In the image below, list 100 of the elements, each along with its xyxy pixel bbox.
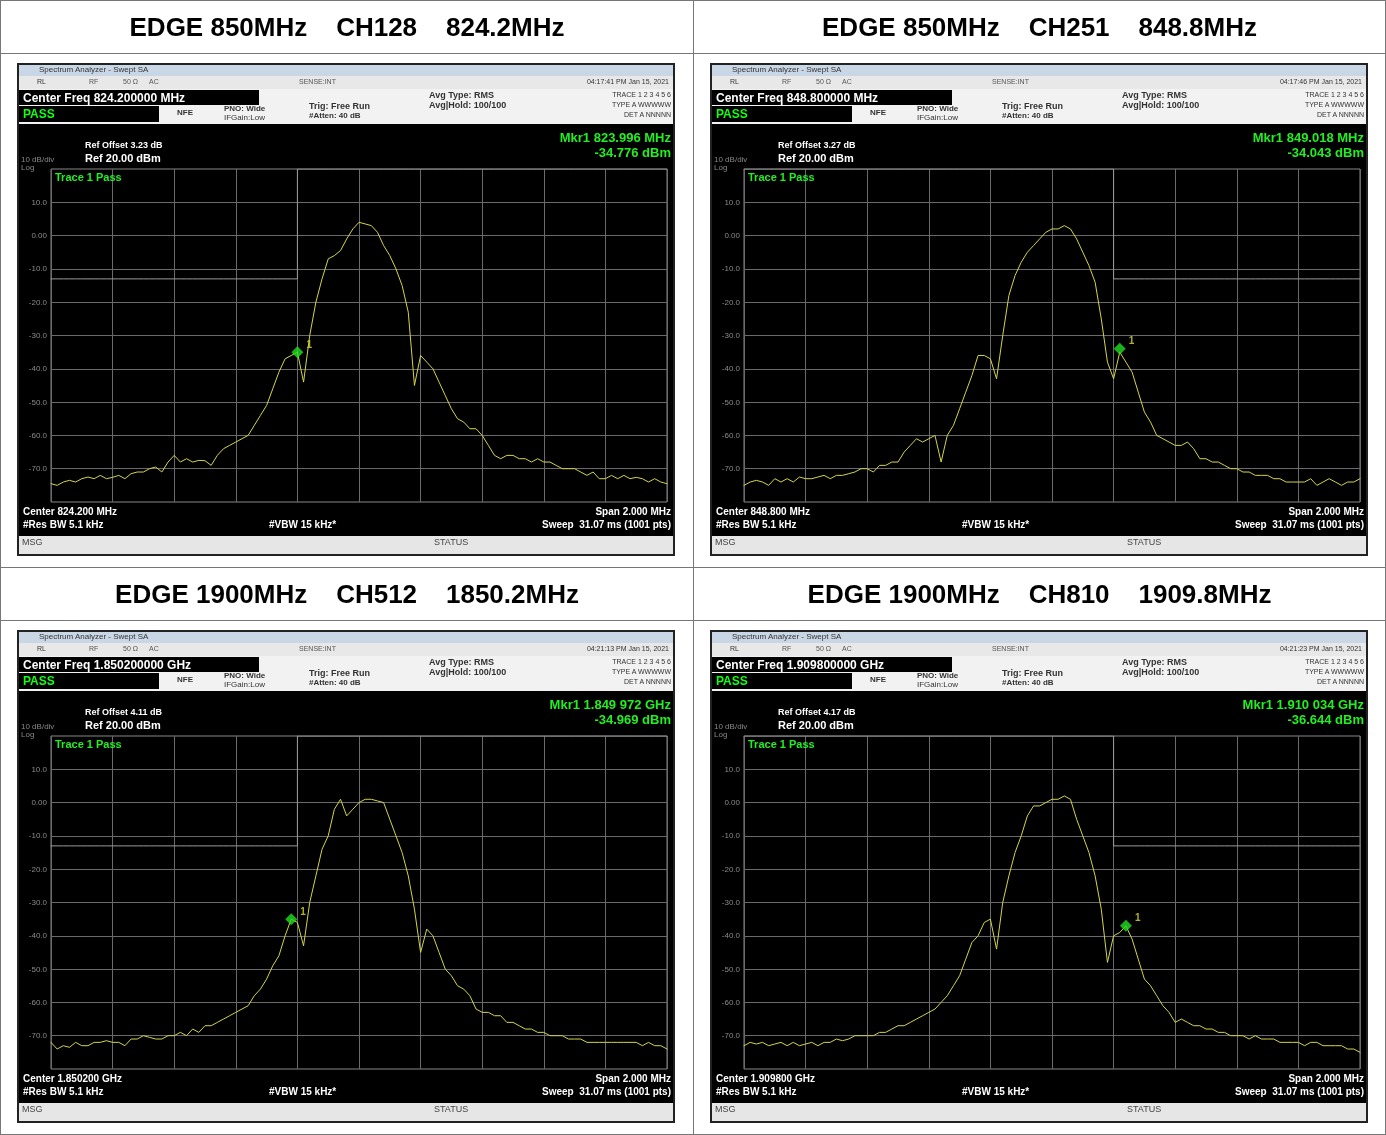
text: IFGain:Low [917, 113, 958, 123]
y-tick-label: -40.0 [721, 931, 741, 941]
text: Span 2.000 MHz [1288, 506, 1364, 517]
text: #VBW 15 kHz* [269, 1086, 337, 1097]
text: PASS [716, 107, 748, 122]
annotation: Trace 1 Pass [55, 738, 122, 751]
y-tick-label: -30.0 [721, 898, 741, 907]
text: Avg Type: RMS [1122, 657, 1188, 668]
text: Sweep 31.07 ms (1001 pts) [542, 1086, 671, 1097]
text: Sweep 31.07 ms (1001 pts) [542, 519, 671, 530]
y-tick-label: -30.0 [28, 898, 48, 907]
text: PASS [23, 674, 55, 689]
text: MSG [22, 1104, 43, 1115]
y-tick-label: -10.0 [28, 264, 48, 274]
text: #VBW 15 kHz* [962, 1086, 1030, 1097]
text: #VBW 15 kHz* [962, 519, 1030, 530]
y-tick-label: 10.0 [31, 197, 48, 207]
text: MSG [715, 537, 736, 548]
text: Avg|Hold: 100/100 [1122, 667, 1200, 678]
y-tick-label: -70.0 [28, 464, 48, 474]
text: #Atten: 40 dB [1002, 678, 1054, 688]
y-tick-label: -40.0 [28, 931, 48, 941]
text: Ref 20.00 dBm [778, 719, 854, 732]
text: Avg Type: RMS [429, 90, 495, 101]
text: 10 dB/div [21, 155, 55, 165]
y-tick-label: -10.0 [721, 264, 741, 274]
text: #Atten: 40 dB [1002, 111, 1054, 121]
annotation: Trace 1 Pass [748, 738, 815, 751]
y-tick-label: -50.0 [28, 964, 48, 974]
text: 10 dB/div [714, 155, 748, 165]
text: IFGain:Low [224, 680, 265, 690]
text: Avg Type: RMS [429, 657, 495, 668]
text: Ref Offset 3.27 dB [778, 140, 856, 151]
y-tick-label: -20.0 [721, 297, 741, 307]
text: Trig: Free Run [309, 101, 371, 112]
text: Ref Offset 4.17 dB [778, 707, 856, 718]
text: Center Freq 824.200000 MHz [23, 91, 186, 106]
annotation: 1 [306, 338, 313, 350]
y-tick-label: -50.0 [28, 397, 48, 407]
text: NFE [177, 675, 193, 685]
text: NFE [870, 108, 886, 118]
chart-title: EDGE 850MHz CH128 824.2MHz [1, 1, 693, 54]
y-tick-label: -10.0 [721, 831, 741, 841]
chart-title: EDGE 1900MHz CH810 1909.8MHz [694, 568, 1385, 621]
text: STATUS [434, 1104, 469, 1115]
text: Ref 20.00 dBm [85, 152, 161, 165]
text: Spectrum Analyzer - Swept SA [732, 632, 842, 642]
text: -34.043 dBm [1287, 145, 1364, 161]
text: 10 dB/div [714, 722, 748, 732]
text: Span 2.000 MHz [595, 1073, 671, 1084]
y-tick-label: -20.0 [721, 864, 741, 874]
text: #Atten: 40 dB [309, 111, 361, 121]
text: Center 824.200 MHz [23, 506, 117, 517]
text: IFGain:Low [224, 113, 265, 123]
text: Center 1.850200 GHz [23, 1073, 122, 1084]
text: Mkr1 1.910 034 GHz [1242, 697, 1364, 713]
text: Log [714, 163, 728, 173]
y-tick-label: 10.0 [724, 764, 741, 774]
text: Mkr1 1.849 972 GHz [549, 697, 671, 713]
y-tick-label: -60.0 [721, 997, 741, 1007]
text: NFE [177, 108, 193, 118]
text: PASS [716, 674, 748, 689]
chart-title: EDGE 850MHz CH251 848.8MHz [694, 1, 1385, 54]
annotation: 1 [300, 905, 307, 917]
y-tick-label: 10.0 [31, 764, 48, 774]
text: Center Freq 1.909800000 GHz [716, 658, 885, 673]
text: #Res BW 5.1 kHz [716, 519, 797, 530]
text: #Atten: 40 dB [309, 678, 361, 688]
text: Ref 20.00 dBm [85, 719, 161, 732]
y-tick-label: -50.0 [721, 964, 741, 974]
y-tick-label: -60.0 [28, 997, 48, 1007]
y-tick-label: -40.0 [721, 364, 741, 374]
y-tick-label: -40.0 [28, 364, 48, 374]
text: -36.644 dBm [1287, 712, 1364, 728]
text: MSG [715, 1104, 736, 1115]
text: IFGain:Low [917, 680, 958, 690]
y-tick-label: 0.00 [724, 231, 741, 241]
chart-title: EDGE 1900MHz CH512 1850.2MHz [1, 568, 693, 621]
text: Log [714, 730, 728, 740]
text: -34.776 dBm [594, 145, 671, 161]
text: Center 1.909800 GHz [716, 1073, 815, 1084]
y-tick-label: -30.0 [721, 331, 741, 340]
text: Ref 20.00 dBm [778, 152, 854, 165]
text: STATUS [1127, 1104, 1162, 1115]
annotation: 1 [1134, 912, 1141, 924]
annotation: Trace 1 Pass [748, 171, 815, 184]
text: #Res BW 5.1 kHz [716, 1086, 797, 1097]
text: Trig: Free Run [1002, 668, 1064, 679]
text: PASS [23, 107, 55, 122]
annotation: Trace 1 Pass [55, 171, 122, 184]
text: -34.969 dBm [594, 712, 671, 728]
text: PNO: Wide [917, 671, 959, 681]
text: Avg|Hold: 100/100 [429, 667, 507, 678]
text: Center Freq 848.800000 MHz [716, 91, 879, 106]
y-tick-label: -60.0 [721, 430, 741, 440]
text: STATUS [434, 537, 469, 548]
text: Mkr1 823.996 MHz [559, 130, 671, 146]
text: Trig: Free Run [1002, 101, 1064, 112]
y-tick-label: -20.0 [28, 864, 48, 874]
y-tick-label: 10.0 [724, 197, 741, 207]
